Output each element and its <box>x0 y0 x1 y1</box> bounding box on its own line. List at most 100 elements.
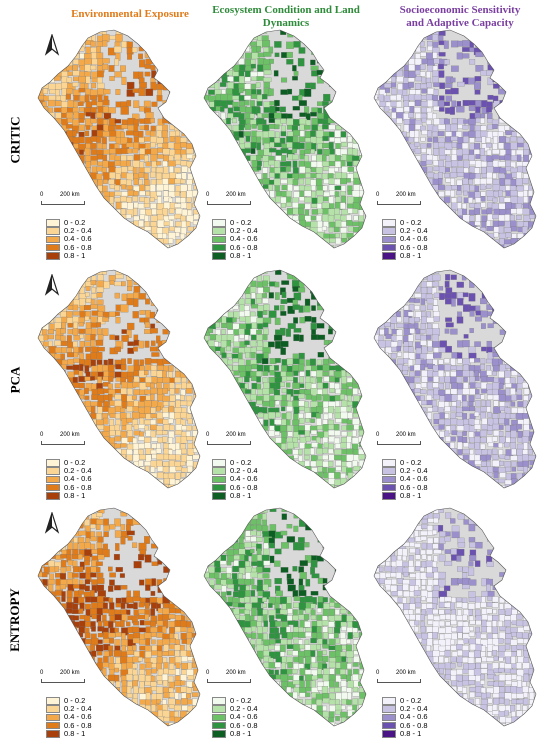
district-cell <box>480 244 488 248</box>
district-cell <box>126 478 134 485</box>
district-cell <box>504 107 509 113</box>
district-cell <box>209 346 216 353</box>
district-cell <box>127 233 133 238</box>
district-cell <box>221 30 230 34</box>
district-cell <box>384 65 393 72</box>
district-cell <box>335 340 342 348</box>
district-cell <box>38 400 46 408</box>
district-cell <box>384 166 390 175</box>
district-cell <box>197 293 204 300</box>
district-cell <box>390 173 398 181</box>
district-cell <box>162 490 169 495</box>
district-cell <box>198 257 205 260</box>
district-cell <box>162 148 171 155</box>
district-cell <box>515 178 523 186</box>
district-cell <box>384 124 392 129</box>
district-cell <box>47 131 55 138</box>
district-cell <box>49 424 56 430</box>
district-cell <box>329 137 336 142</box>
district-cell <box>42 305 50 312</box>
district-cell <box>49 166 57 175</box>
district-cell <box>492 124 498 129</box>
district-cell <box>188 257 195 260</box>
district-cell <box>208 131 216 138</box>
district-cell <box>84 449 92 456</box>
district-cell <box>97 227 103 233</box>
district-cell <box>498 136 507 143</box>
district-cell <box>468 257 474 260</box>
district-cell <box>180 419 186 426</box>
district-cell <box>114 473 123 479</box>
district-cell <box>175 244 180 248</box>
district-cell <box>540 233 546 238</box>
district-cell <box>31 443 38 447</box>
district-cell <box>378 41 386 47</box>
district-cell <box>273 334 283 341</box>
district-cell <box>251 382 258 390</box>
district-cell <box>215 418 221 426</box>
scale-bar-end-label: 200 km <box>60 432 80 438</box>
district-cell <box>71 400 79 406</box>
district-cell <box>263 310 268 315</box>
district-cell <box>426 184 432 191</box>
district-cell <box>340 202 346 210</box>
district-cell <box>97 251 101 256</box>
district-cell <box>72 70 81 76</box>
district-cell <box>97 346 105 352</box>
district-cell <box>402 30 407 31</box>
district-cell <box>48 125 56 132</box>
district-cell <box>138 251 142 255</box>
district-cell <box>60 328 66 334</box>
district-cell <box>38 154 43 160</box>
district-cell <box>268 310 277 318</box>
district-cell <box>197 143 204 151</box>
district-cell <box>54 125 60 133</box>
district-cell <box>238 131 244 139</box>
district-cell <box>127 148 133 154</box>
district-cell <box>38 71 39 78</box>
district-cell <box>227 400 236 408</box>
district-cell <box>163 424 171 431</box>
district-cell <box>341 281 350 287</box>
district-cell <box>66 286 73 293</box>
district-cell <box>180 34 188 40</box>
district-cell <box>115 256 123 260</box>
district-cell <box>221 423 228 430</box>
district-cell <box>256 45 261 53</box>
district-cell <box>227 389 232 397</box>
district-cell <box>214 270 219 276</box>
district-cell <box>168 46 175 55</box>
district-cell <box>38 124 41 130</box>
district-cell <box>143 100 151 108</box>
district-cell <box>66 65 73 71</box>
district-cell <box>510 119 517 128</box>
district-cell <box>232 95 240 101</box>
district-cell <box>374 119 376 125</box>
district-cell <box>540 220 544 227</box>
district-cell <box>31 29 37 34</box>
district-cell <box>38 270 40 275</box>
district-cell <box>535 34 536 43</box>
district-cell <box>60 412 69 417</box>
district-cell <box>305 119 311 126</box>
district-cell <box>510 107 517 115</box>
district-cell <box>42 412 49 419</box>
district-cell <box>378 167 387 173</box>
district-cell <box>421 148 427 154</box>
district-cell <box>256 364 264 372</box>
district-cell <box>186 232 192 239</box>
district-cell <box>298 430 306 435</box>
district-cell <box>542 28 546 33</box>
district-cell <box>113 485 119 488</box>
district-cell <box>91 245 99 248</box>
district-cell <box>175 371 181 378</box>
district-cell <box>213 137 221 146</box>
district-cell <box>438 52 446 57</box>
district-cell <box>329 221 336 228</box>
district-cell <box>352 221 360 226</box>
district-cell <box>379 143 385 151</box>
district-cell <box>462 53 470 59</box>
district-cell <box>162 377 171 384</box>
district-cell <box>132 148 139 154</box>
district-cell <box>38 177 43 185</box>
